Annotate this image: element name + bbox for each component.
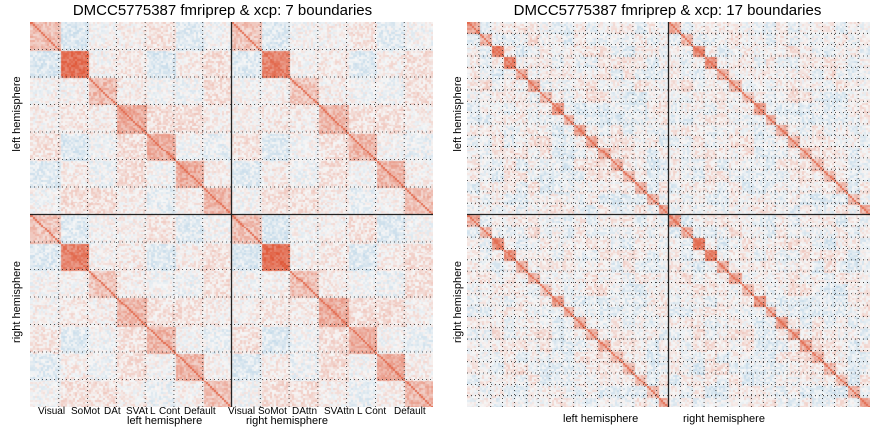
chart-title-17: DMCC5775387 fmriprep & xcp: 17 boundarie… (513, 2, 822, 19)
net-label-visual-l: Visual (38, 406, 66, 417)
net-label-somot-r: SoMot (258, 406, 287, 417)
net-label-somot-l: SoMot (71, 406, 100, 417)
net-label-default-l: Default (184, 406, 216, 417)
xlabel-right-hemisphere-17: right hemisphere (683, 413, 765, 425)
ylabel-right-hemisphere-7: right hemisphere (11, 261, 23, 343)
net-label-limbic-l: L (150, 406, 156, 417)
ylabel-left-hemisphere-7: left hemisphere (11, 76, 23, 152)
net-label-default-r: Default (394, 406, 426, 417)
net-label-dat-l: DAt (104, 406, 121, 417)
xlabel-left-hemisphere-7: left hemisphere (127, 415, 203, 427)
network-boundaries-17 (467, 22, 870, 407)
xlabel-right-hemisphere-7: right hemisphere (246, 415, 328, 427)
ylabel-right-hemisphere-17: right hemisphere (452, 261, 464, 343)
xlabel-left-hemisphere-17: left hemisphere (563, 413, 639, 425)
ylabel-left-hemisphere-17: left hemisphere (452, 76, 464, 152)
net-label-cont-l: Cont (159, 406, 181, 417)
net-label-cont-r: Cont (365, 406, 387, 417)
left-panel-7-boundaries: DMCC5775387 fmriprep & xcp: 7 boundaries… (11, 2, 433, 427)
right-panel-17-boundaries: DMCC5775387 fmriprep & xcp: 17 boundarie… (445, 0, 890, 433)
net-label-limbic-r: L (357, 406, 363, 417)
net-label-visual-r: Visual (228, 406, 256, 417)
net-label-svat-l: SVAt (126, 406, 149, 417)
net-label-svattn-r: SVAttn (324, 406, 355, 417)
net-label-dattn-r: DAttn (292, 406, 318, 417)
chart-title-7: DMCC5775387 fmriprep & xcp: 7 boundaries (72, 2, 373, 19)
network-boundaries-7 (30, 22, 433, 407)
